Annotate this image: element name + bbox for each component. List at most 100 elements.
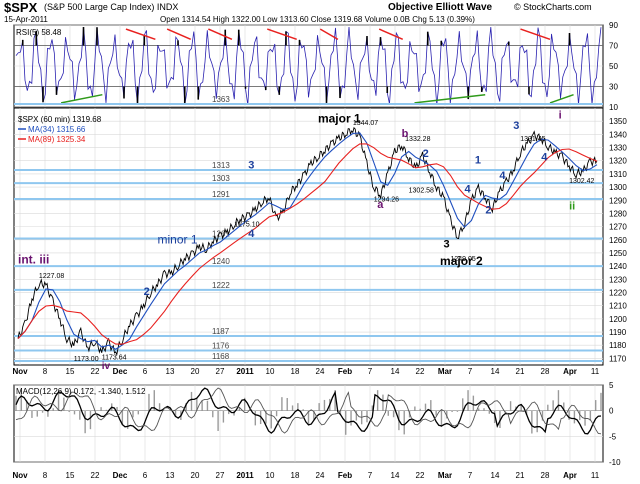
price-annotation-label: 1294.26 [374, 197, 399, 204]
wave-label: iv [102, 361, 111, 372]
price-annotation-label: 1227.08 [39, 273, 64, 280]
x-tick-label: 11 [591, 471, 600, 480]
watermark-label: Objective Elliott Wave [388, 2, 493, 13]
price-tick-label: 1200 [609, 315, 627, 324]
x-tick-label: 14 [491, 471, 500, 480]
price-tick-label: 1170 [609, 354, 627, 363]
wave-label: minor 1 [158, 233, 198, 247]
x-tick-label: 24 [316, 471, 325, 480]
x-tick-label: 21 [516, 471, 525, 480]
wave-label: 1 [475, 154, 481, 166]
x-tick-label: 7 [468, 367, 473, 376]
chart-header: $SPX (S&P 500 Large Cap Index) INDX Obje… [0, 0, 640, 24]
price-tick-label: 1340 [609, 130, 627, 139]
price-tick-label: 1290 [609, 196, 627, 205]
wave-label: 3 [444, 239, 450, 251]
x-tick-label: Apr [563, 367, 577, 376]
x-tick-label: 10 [266, 367, 275, 376]
x-tick-label: Nov [12, 471, 28, 480]
fib-level-label: 1222 [212, 281, 230, 290]
price-tick-label: 1310 [609, 170, 627, 179]
wave-label: 3 [248, 160, 254, 172]
fib-level-label: 1168 [212, 352, 230, 361]
wave-label: 2 [485, 204, 491, 216]
price-tick-label: 1270 [609, 223, 627, 232]
ma89-legend-label: MA(89) 1325.34 [28, 135, 86, 144]
fib-level-label: 1363 [212, 95, 230, 104]
rsi-tick-label: 70 [609, 42, 618, 51]
macd-line [15, 387, 602, 435]
price-tick-label: 1250 [609, 249, 627, 258]
x-tick-label: 2011 [236, 367, 254, 376]
x-tick-label: 14 [391, 367, 400, 376]
price-annotation-label: 1302.42 [569, 178, 594, 185]
x-tick-label: 7 [368, 367, 373, 376]
price-tick-label: 1230 [609, 275, 627, 284]
x-tick-label: Mar [438, 367, 452, 376]
x-tick-label: 8 [43, 367, 48, 376]
rsi-trendline-green [60, 93, 103, 104]
x-tick-label: 20 [191, 367, 200, 376]
x-tick-label: 15 [66, 367, 75, 376]
wave-label: 4 [541, 152, 548, 164]
x-tick-label: 13 [166, 367, 175, 376]
x-tick-label: 28 [541, 367, 550, 376]
rsi-trendline-red [208, 28, 233, 41]
price-tick-label: 1330 [609, 144, 627, 153]
wave-label: 4 [499, 170, 506, 182]
fib-level-label: 1187 [212, 327, 230, 336]
price-tick-label: 1280 [609, 209, 627, 218]
price-tick-label: 1260 [609, 236, 627, 245]
x-tick-label: 21 [516, 367, 525, 376]
ma34-legend-label: MA(34) 1315.66 [28, 125, 86, 134]
x-tick-label: 2011 [236, 471, 254, 480]
x-tick-label: 13 [166, 471, 175, 480]
macd-tick-label: 0 [609, 407, 614, 416]
price-tick-label: 1300 [609, 183, 627, 192]
rsi-trendline-red [125, 28, 156, 41]
rsi-tick-label: 30 [609, 83, 618, 92]
rsi-tick-label: 10 [609, 103, 618, 112]
x-tick-label: 11 [591, 367, 600, 376]
x-tick-label: 8 [43, 471, 48, 480]
rsi-trendline-red [166, 28, 191, 41]
wave-label: a [377, 199, 384, 211]
x-tick-label: 7 [468, 471, 473, 480]
price-tick-label: 1350 [609, 117, 627, 126]
price-legend-label: $SPX (60 min) 1319.68 [18, 115, 102, 124]
x-tick-label: 18 [291, 471, 300, 480]
x-tick-label: 15 [66, 471, 75, 480]
date-label: 15-Apr-2011 [4, 15, 48, 24]
wave-label: major 2 [440, 254, 483, 268]
x-tick-label: 22 [416, 367, 425, 376]
rsi-trendline-red [378, 28, 404, 41]
x-tick-label: 7 [368, 471, 373, 480]
x-tick-label: 14 [491, 367, 500, 376]
price-tick-label: 1220 [609, 289, 627, 298]
macd-title-label: MACD(12,26,9) 0.172, -1.340, 1.512 [16, 387, 146, 396]
wave-label: 4 [248, 228, 255, 240]
x-tick-label: Mar [438, 471, 452, 480]
x-tick-label: Feb [338, 471, 352, 480]
fib-level-label: 1291 [212, 190, 230, 199]
rsi-trendline-green [549, 93, 574, 104]
x-tick-label: 6 [143, 471, 148, 480]
wave-label: int. iii [18, 253, 49, 267]
rsi-tick-label: 50 [609, 62, 618, 71]
x-tick-label: Nov [12, 367, 28, 376]
stockcharts-label: © StockCharts.com [514, 2, 592, 12]
price-annotation-label: 1344.07 [353, 120, 378, 127]
x-tick-label: 27 [216, 471, 225, 480]
x-tick-label: Feb [338, 367, 352, 376]
wave-label: b [402, 128, 409, 140]
x-tick-label: 22 [91, 471, 100, 480]
price-tick-label: 1190 [609, 328, 627, 337]
wave-label: i [559, 110, 562, 122]
x-tick-label: 6 [143, 367, 148, 376]
fib-level-label: 1313 [212, 161, 230, 170]
fib-level-label: 1240 [212, 257, 230, 266]
price-tick-label: 1210 [609, 302, 627, 311]
symbol-label: $SPX [4, 0, 38, 15]
ma89-line [17, 143, 598, 345]
